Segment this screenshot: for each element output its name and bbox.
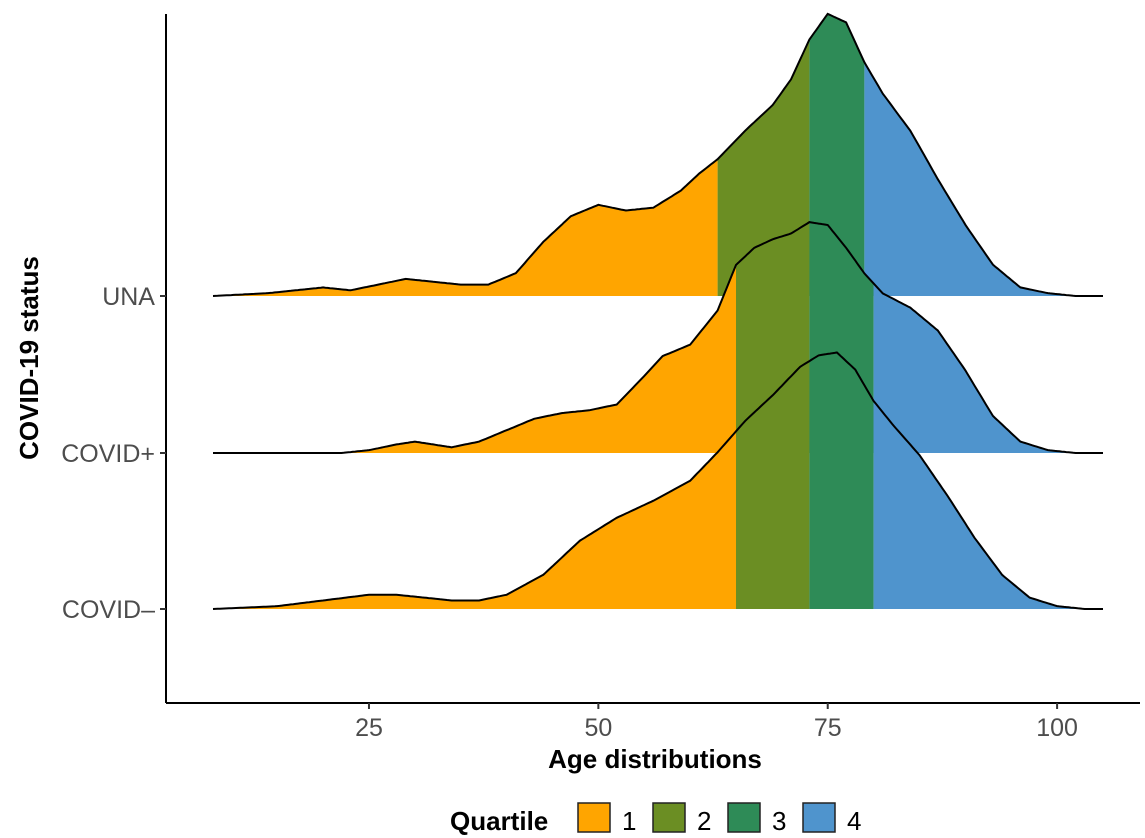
quartile-4-area (873, 401, 1103, 609)
quartile-3-area (809, 352, 874, 609)
ridges-group (212, 12, 1103, 610)
legend: Quartile 1 2 3 4 (450, 802, 861, 836)
y-tick-label: COVID– (62, 596, 155, 624)
legend-key-3 (727, 802, 761, 833)
quartile-1-area (213, 431, 736, 609)
x-axis-title: Age distributions (548, 744, 762, 774)
legend-label-1: 1 (622, 806, 636, 836)
y-ticks-group: UNA COVID+ COVID– (61, 283, 166, 624)
x-tick-label: 100 (1036, 714, 1078, 742)
quartile-2-area (736, 361, 810, 609)
density-outline (212, 351, 1103, 610)
legend-title: Quartile (450, 806, 548, 836)
x-tick-label: 50 (584, 714, 612, 742)
legend-label-3: 3 (772, 806, 786, 836)
ridge-covid- (212, 351, 1103, 610)
legend-label-4: 4 (847, 806, 861, 836)
quartile-1-area (213, 264, 736, 453)
legend-key-4 (802, 802, 836, 833)
quartile-2-area (717, 39, 810, 296)
density-outline (212, 12, 1103, 297)
density-outline (213, 221, 1103, 454)
legend-label-2: 2 (697, 806, 711, 836)
y-tick-label: UNA (102, 283, 155, 311)
quartile-4-area (873, 283, 1103, 453)
x-tick-label: 75 (814, 714, 842, 742)
legend-key-1 (577, 802, 611, 833)
y-axis-title: COVID-19 status (14, 256, 44, 460)
legend-key-2 (652, 802, 686, 833)
x-ticks-group: 25 50 75 100 (355, 703, 1078, 742)
y-tick-label: COVID+ (61, 440, 155, 468)
quartile-4-area (864, 62, 1103, 296)
quartile-1-area (213, 159, 718, 296)
x-tick-label: 25 (355, 714, 383, 742)
ridge-una (212, 12, 1103, 297)
